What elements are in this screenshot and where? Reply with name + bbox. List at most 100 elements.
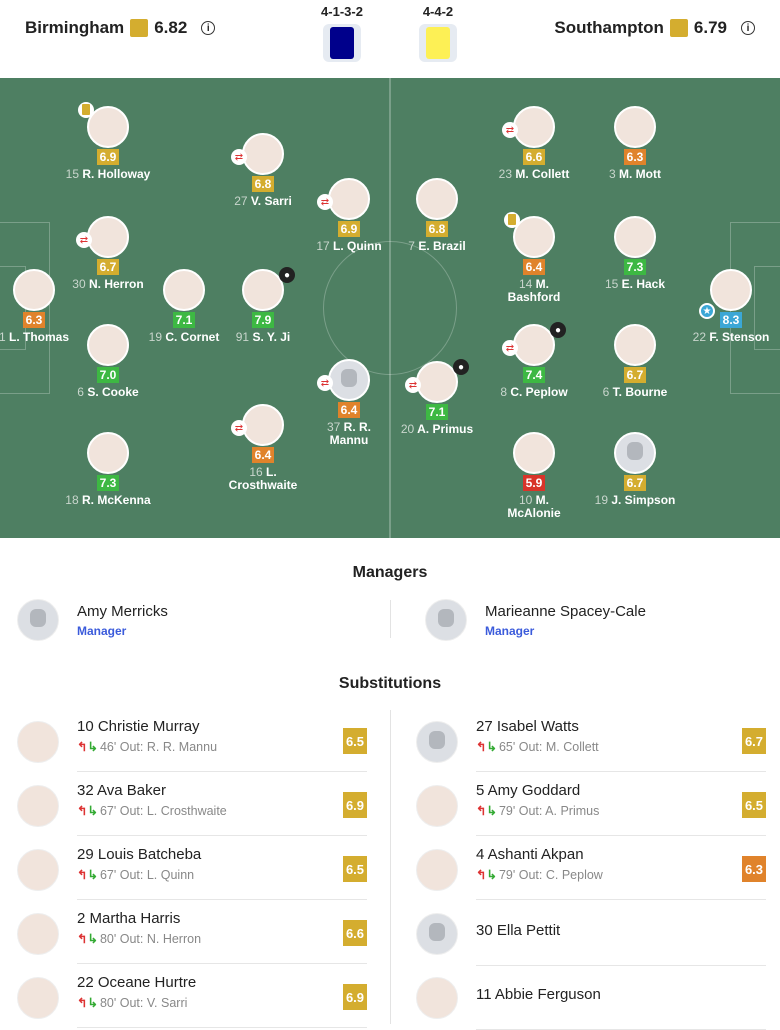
player[interactable]: 6.3 1 L. Thomas bbox=[0, 269, 84, 344]
player-name: 23 M. Collett bbox=[491, 168, 577, 181]
player[interactable]: 7.4 8 C. Peplow ⇄ ● bbox=[484, 322, 584, 399]
player-name-text: F. Stenson bbox=[709, 330, 770, 344]
player-name: 15 R. Holloway bbox=[65, 168, 151, 181]
player-number: 15 bbox=[65, 167, 79, 181]
home-formation-label: 4-1-3-2 bbox=[321, 4, 363, 19]
player[interactable]: 6.4 37 R. R. Mannu ⇄ bbox=[299, 359, 399, 447]
player-name: 1 L. Thomas bbox=[0, 331, 77, 344]
player-name-text: J. Simpson bbox=[611, 493, 676, 507]
away-team: Southampton 6.79 i bbox=[554, 18, 755, 38]
substitute-name: 32 Ava Baker bbox=[77, 782, 166, 799]
player-avatar bbox=[87, 324, 129, 366]
player[interactable]: 8.3 22 F. Stenson ★ bbox=[681, 269, 780, 344]
player[interactable]: 6.7 30 N. Herron ⇄ bbox=[58, 216, 158, 291]
player-avatar bbox=[416, 913, 458, 955]
away-formation-label: 4-4-2 bbox=[422, 4, 454, 19]
player[interactable]: 6.9 15 R. Holloway bbox=[58, 102, 158, 181]
away-formation: 4-4-2 bbox=[413, 4, 463, 62]
player-number: 91 bbox=[235, 330, 250, 344]
player-name-text: S. Y. Ji bbox=[252, 330, 291, 344]
player[interactable]: 7.3 15 E. Hack bbox=[585, 216, 685, 291]
info-icon[interactable]: i bbox=[201, 21, 216, 35]
out-player: A. Primus bbox=[545, 804, 600, 818]
sub-out-arrow-icon: ↰ bbox=[77, 932, 88, 946]
away-team-name: Southampton bbox=[554, 18, 664, 37]
substitute-rating: 6.9 bbox=[343, 984, 367, 1010]
out-player: R. R. Mannu bbox=[146, 740, 218, 754]
substitute-name: 10 Christie Murray bbox=[77, 718, 200, 735]
sub-minute: 80' bbox=[99, 932, 117, 946]
player-name: 19 C. Cornet bbox=[141, 331, 227, 344]
substitute-name: 4 Ashanti Akpan bbox=[476, 846, 584, 863]
player-number: 7 bbox=[408, 239, 415, 253]
substitute-row[interactable]: 29 Louis Batcheba ↰↳ 67' Out: L. Quinn 6.5 bbox=[17, 838, 367, 902]
substitute-row[interactable]: 2 Martha Harris ↰↳ 80' Out: N. Herron 6.6 bbox=[17, 902, 367, 966]
sub-minute: 79' bbox=[498, 804, 516, 818]
player[interactable]: 7.1 19 C. Cornet bbox=[134, 269, 234, 344]
player[interactable]: 5.9 10 M. McAlonie bbox=[484, 432, 584, 520]
player-name-text: L. Thomas bbox=[9, 330, 70, 344]
player[interactable]: 6.7 6 T. Bourne bbox=[585, 324, 685, 399]
player[interactable]: 7.1 20 A. Primus ⇄ ● bbox=[387, 359, 487, 436]
out-label: Out: bbox=[119, 996, 144, 1010]
substitute-rating: 6.5 bbox=[343, 728, 367, 754]
home-manager[interactable]: Amy Merricks Manager bbox=[17, 599, 168, 641]
player-rating: 6.3 bbox=[22, 312, 46, 328]
out-label: Out: bbox=[518, 804, 543, 818]
sub-out-arrow-icon: ↰ bbox=[476, 804, 487, 818]
substitute-row[interactable]: 30 Ella Pettit bbox=[416, 902, 766, 966]
player[interactable]: 6.8 7 E. Brazil bbox=[387, 178, 487, 253]
player-name-text: R. Holloway bbox=[82, 167, 151, 181]
player[interactable]: 6.4 14 M. Bashford bbox=[484, 212, 584, 304]
player-rating: 6.7 bbox=[623, 367, 647, 383]
player[interactable]: 6.4 16 L. Crosthwaite ⇄ bbox=[213, 404, 313, 492]
player-rating: 7.9 bbox=[251, 312, 275, 328]
player[interactable]: 7.0 6 S. Cooke bbox=[58, 324, 158, 399]
player[interactable]: 6.7 19 J. Simpson bbox=[585, 432, 685, 507]
sub-minute: 80' bbox=[99, 996, 117, 1010]
substitute-row[interactable]: 4 Ashanti Akpan ↰↳ 79' Out: C. Peplow 6.3 bbox=[416, 838, 766, 902]
player[interactable]: 6.8 27 V. Sarri ⇄ bbox=[213, 133, 313, 208]
player-avatar bbox=[710, 269, 752, 311]
substitute-row[interactable]: 22 Oceane Hurtre ↰↳ 80' Out: V. Sarri 6.9 bbox=[17, 966, 367, 1030]
player[interactable]: 6.3 3 M. Mott bbox=[585, 106, 685, 181]
substitute-row[interactable]: 32 Ava Baker ↰↳ 67' Out: L. Crosthwaite 6.9 bbox=[17, 774, 367, 838]
substitute-info: 5 Amy Goddard ↰↳ 79' Out: A. Primus bbox=[476, 782, 766, 836]
out-player: C. Peplow bbox=[545, 868, 603, 882]
out-label: Out: bbox=[119, 932, 144, 946]
player-avatar bbox=[17, 913, 59, 955]
player-name: 8 C. Peplow bbox=[491, 386, 577, 399]
player-number: 17 bbox=[316, 239, 330, 253]
player-avatar bbox=[17, 977, 59, 1019]
substitute-row[interactable]: 10 Christie Murray ↰↳ 46' Out: R. R. Mannu… bbox=[17, 710, 367, 774]
player-rating: 6.3 bbox=[623, 149, 647, 165]
substitution-icon: ⇄ bbox=[317, 375, 333, 391]
player[interactable]: 6.6 23 M. Collett ⇄ bbox=[484, 106, 584, 181]
player-avatar bbox=[87, 216, 129, 258]
substitution-detail: ↰↳ 80' Out: N. Herron bbox=[77, 931, 367, 946]
substitute-row[interactable]: 27 Isabel Watts ↰↳ 65' Out: M. Collett 6.7 bbox=[416, 710, 766, 774]
away-manager[interactable]: Marieanne Spacey-Cale Manager bbox=[425, 599, 646, 641]
player-name-text: L. Quinn bbox=[333, 239, 382, 253]
player-avatar bbox=[13, 269, 55, 311]
sub-out-arrow-icon: ↰ bbox=[476, 740, 487, 754]
player-number: 18 bbox=[65, 493, 79, 507]
player-avatar bbox=[614, 106, 656, 148]
substitute-info: 11 Abbie Ferguson bbox=[476, 976, 766, 1030]
player-avatar bbox=[513, 216, 555, 258]
player-number: 37 bbox=[326, 420, 341, 434]
player-name-text: C. Cornet bbox=[165, 330, 220, 344]
goal-ball-icon: ● bbox=[279, 267, 295, 283]
info-icon[interactable]: i bbox=[741, 21, 755, 35]
manager-name: Amy Merricks bbox=[77, 602, 168, 620]
player-avatar bbox=[513, 106, 555, 148]
player[interactable]: 7.3 18 R. McKenna bbox=[58, 432, 158, 507]
player-name: 18 R. McKenna bbox=[65, 494, 151, 507]
substitution-detail: ↰↳ 67' Out: L. Crosthwaite bbox=[77, 803, 367, 818]
player[interactable]: 6.9 17 L. Quinn ⇄ bbox=[299, 178, 399, 253]
out-label: Out: bbox=[119, 804, 144, 818]
player[interactable]: 7.9 91 S. Y. Ji ● bbox=[213, 267, 313, 344]
substitute-row[interactable]: 11 Abbie Ferguson bbox=[416, 966, 766, 1030]
player-avatar bbox=[416, 361, 458, 403]
substitute-row[interactable]: 5 Amy Goddard ↰↳ 79' Out: A. Primus 6.5 bbox=[416, 774, 766, 838]
